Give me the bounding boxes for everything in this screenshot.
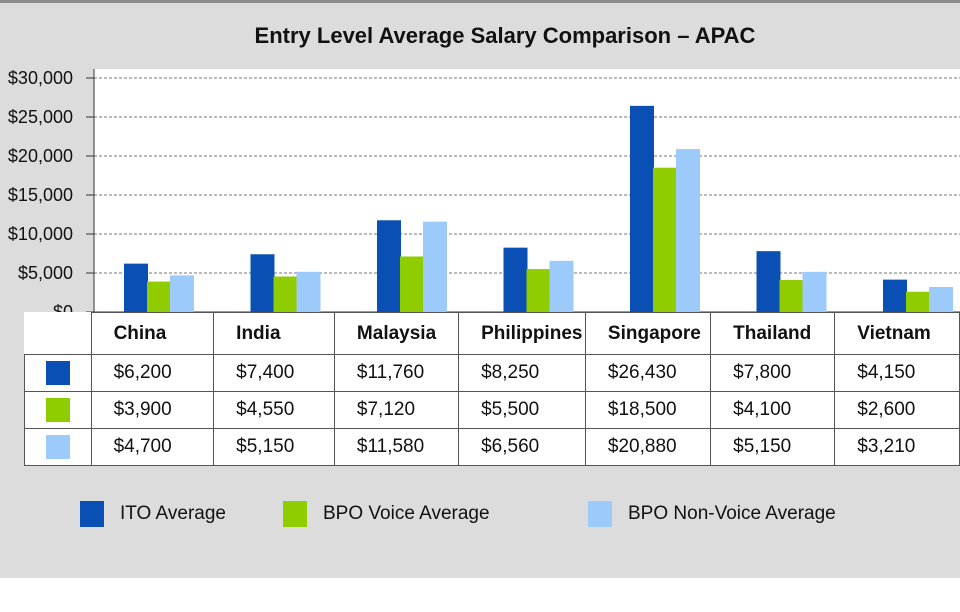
- series-swatch: [45, 398, 70, 422]
- category-label: Thailand: [710, 312, 836, 355]
- data-label: $5,150: [710, 428, 836, 466]
- data-label: $7,800: [710, 354, 836, 392]
- chart-frame: Entry Level Average Salary Comparison – …: [0, 0, 960, 578]
- data-label: $26,430: [584, 354, 712, 392]
- bar-bpo-non-voice-average-philippines: [549, 260, 574, 312]
- bar-bpo-non-voice-average-vietnam: [929, 286, 953, 312]
- series-key-cell: [24, 391, 92, 429]
- data-label: $5,150: [213, 428, 335, 466]
- category-label: Malaysia: [333, 312, 460, 355]
- data-label: $11,760: [333, 354, 460, 392]
- bar-bpo-voice-average-china: [147, 281, 171, 312]
- table-corner: [25, 313, 92, 355]
- legend-swatch: [588, 501, 612, 527]
- series-key-cell: [24, 428, 92, 466]
- bar-ito-average-thailand: [756, 251, 781, 312]
- y-tick-label: $30,000: [8, 68, 73, 88]
- chart-title: Entry Level Average Salary Comparison – …: [254, 23, 756, 48]
- legend-label: BPO Non-Voice Average: [628, 503, 836, 524]
- data-label: $3,900: [90, 391, 215, 429]
- y-tick-label: $5,000: [18, 263, 73, 283]
- data-label: $6,200: [90, 354, 215, 392]
- bar-bpo-voice-average-vietnam: [906, 291, 930, 312]
- series-swatch: [45, 435, 70, 459]
- y-tick-label: $20,000: [8, 146, 73, 166]
- data-label: $2,600: [834, 391, 960, 429]
- data-label: $5,500: [458, 391, 586, 429]
- bar-bpo-non-voice-average-malaysia: [423, 221, 447, 312]
- y-tick-label: $15,000: [8, 185, 73, 205]
- category-label: China: [90, 312, 215, 355]
- bar-bpo-voice-average-malaysia: [400, 256, 424, 312]
- bar-bpo-voice-average-thailand: [779, 280, 804, 312]
- bar-ito-average-malaysia: [377, 220, 401, 312]
- bar-ito-average-singapore: [630, 105, 654, 312]
- bar-ito-average-vietnam: [883, 279, 907, 312]
- bar-ito-average-india: [250, 254, 275, 312]
- category-label: India: [213, 312, 335, 355]
- table-body: $6,200 $7,400 $11,760 $8,250 $26,430 $7,800 $4…: [24, 354, 960, 466]
- legend-swatch: [80, 501, 104, 527]
- data-label: $8,250: [458, 354, 586, 392]
- bar-bpo-voice-average-philippines: [526, 269, 551, 312]
- data-label: $18,500: [584, 391, 712, 429]
- y-tick-label: $10,000: [8, 224, 73, 244]
- category-label: Philippines: [458, 312, 586, 355]
- data-label: $11,580: [333, 428, 460, 466]
- bar-bpo-non-voice-average-china: [170, 275, 194, 312]
- table-row: $3,900 $4,550 $7,120 $5,500 $18,500 $4,100 $2,…: [24, 391, 960, 429]
- data-label: $4,550: [213, 391, 335, 429]
- series-key-cell: [24, 354, 92, 392]
- bar-bpo-voice-average-singapore: [653, 167, 677, 312]
- bar-ito-average-china: [124, 263, 148, 312]
- legend-item: ITO Average: [80, 501, 226, 527]
- data-label: $6,560: [458, 428, 586, 466]
- legend-label: BPO Voice Average: [323, 503, 490, 524]
- data-label: $4,100: [710, 391, 836, 429]
- legend-item: BPO Non-Voice Average: [588, 501, 836, 527]
- bar-bpo-non-voice-average-india: [296, 271, 321, 312]
- bar-bpo-non-voice-average-singapore: [676, 149, 700, 312]
- chart-plot: $30,000 $25,000 $20,000 $15,000 $10,000 $5,00…: [8, 68, 960, 322]
- data-label: $3,210: [834, 428, 960, 466]
- data-label: $20,880: [584, 428, 712, 466]
- category-label: Vietnam: [834, 312, 960, 355]
- bar-bpo-voice-average-india: [273, 276, 298, 312]
- category-label: Singapore: [584, 312, 712, 355]
- table-row: $4,700 $5,150 $11,580 $6,560 $20,880 $5,150 $3…: [24, 428, 960, 466]
- bar-bpo-non-voice-average-thailand: [802, 271, 827, 312]
- table-header-row: China India Malaysia Philippines Singapore Th…: [25, 312, 960, 355]
- data-table: China India Malaysia Philippines Singapore Th…: [24, 312, 960, 466]
- legend-item: BPO Voice Average: [283, 501, 490, 527]
- series-swatch: [45, 361, 70, 385]
- legend-swatch: [283, 501, 307, 527]
- data-label: $7,120: [333, 391, 460, 429]
- legend-label: ITO Average: [120, 503, 226, 524]
- data-label: $7,400: [213, 354, 335, 392]
- data-label: $4,150: [834, 354, 960, 392]
- data-label: $4,700: [90, 428, 215, 466]
- bar-ito-average-philippines: [503, 247, 528, 312]
- table-row: $6,200 $7,400 $11,760 $8,250 $26,430 $7,800 $4…: [24, 354, 960, 392]
- y-tick-label: $25,000: [8, 107, 73, 127]
